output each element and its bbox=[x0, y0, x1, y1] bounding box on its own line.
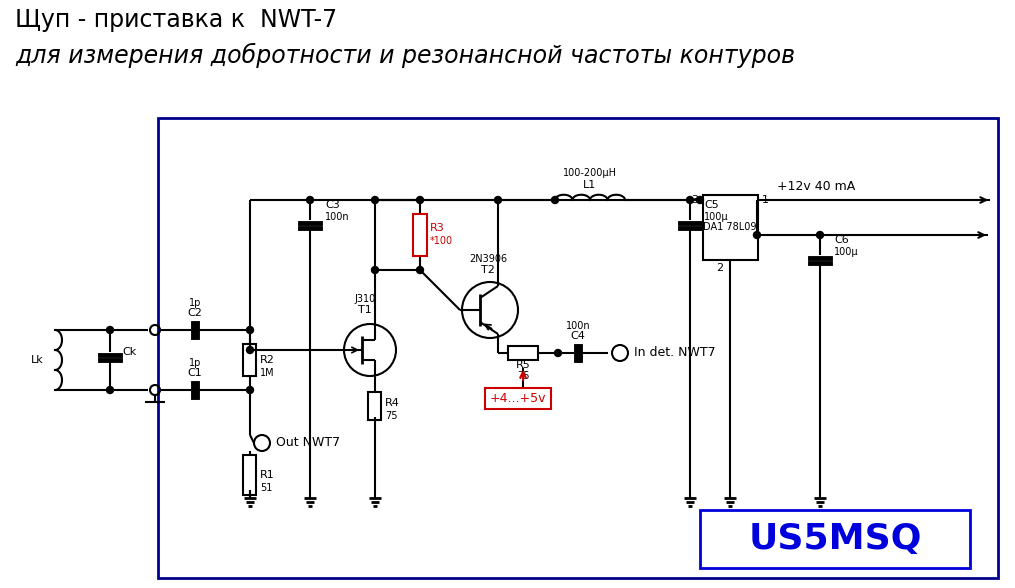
Bar bbox=[703, 195, 758, 260]
Circle shape bbox=[371, 196, 379, 203]
Circle shape bbox=[753, 232, 760, 239]
Text: Щуп - приставка к  NWT-7: Щуп - приставка к NWT-7 bbox=[15, 8, 337, 32]
Text: L1: L1 bbox=[584, 180, 597, 190]
Circle shape bbox=[554, 349, 561, 356]
Text: 2: 2 bbox=[717, 263, 724, 273]
Text: R4: R4 bbox=[385, 398, 400, 408]
Text: 100μ: 100μ bbox=[704, 212, 729, 222]
Bar bbox=[368, 392, 382, 420]
Circle shape bbox=[494, 196, 501, 203]
Text: R5: R5 bbox=[516, 360, 531, 370]
Text: T2: T2 bbox=[481, 265, 495, 275]
Circle shape bbox=[247, 386, 254, 393]
Text: Lk: Lk bbox=[30, 355, 44, 365]
Text: US5MSQ: US5MSQ bbox=[748, 522, 922, 556]
Text: 100n: 100n bbox=[325, 212, 349, 222]
Text: C3: C3 bbox=[325, 200, 340, 210]
Bar bbox=[158, 118, 998, 578]
Circle shape bbox=[307, 196, 314, 203]
Bar bbox=[244, 455, 257, 495]
Text: J310: J310 bbox=[354, 294, 376, 304]
Bar bbox=[700, 510, 970, 568]
Text: +12v 40 mA: +12v 40 mA bbox=[777, 179, 856, 192]
Circle shape bbox=[371, 266, 379, 273]
Text: 75: 75 bbox=[385, 411, 398, 421]
Text: R1: R1 bbox=[260, 470, 275, 480]
Circle shape bbox=[416, 196, 423, 203]
Text: +4...+5v: +4...+5v bbox=[490, 392, 546, 405]
Text: Out NWT7: Out NWT7 bbox=[276, 436, 340, 449]
Text: 75: 75 bbox=[517, 371, 529, 381]
Text: In det. NWT7: In det. NWT7 bbox=[634, 346, 716, 359]
Text: 51: 51 bbox=[260, 483, 272, 493]
Bar bbox=[508, 346, 538, 360]
Text: 1M: 1M bbox=[260, 368, 275, 378]
Text: *100: *100 bbox=[430, 236, 453, 246]
Text: R2: R2 bbox=[260, 355, 275, 365]
Bar bbox=[244, 344, 257, 376]
Text: 1p: 1p bbox=[189, 358, 201, 368]
Text: 100μ: 100μ bbox=[834, 247, 859, 257]
Text: C4: C4 bbox=[570, 331, 586, 341]
Circle shape bbox=[247, 326, 254, 333]
Circle shape bbox=[696, 196, 703, 203]
Text: T1: T1 bbox=[358, 305, 371, 315]
Text: 100-200μH: 100-200μH bbox=[563, 168, 617, 178]
Text: 2N3906: 2N3906 bbox=[469, 254, 508, 264]
Text: 100n: 100n bbox=[565, 321, 591, 331]
Text: 1: 1 bbox=[761, 195, 768, 205]
Text: 3: 3 bbox=[691, 195, 698, 205]
Text: C5: C5 bbox=[704, 200, 719, 210]
Text: Ck: Ck bbox=[123, 347, 137, 357]
Bar bbox=[413, 214, 427, 256]
Circle shape bbox=[107, 326, 114, 333]
Text: R3: R3 bbox=[430, 223, 445, 233]
Text: C6: C6 bbox=[834, 235, 849, 245]
Text: C1: C1 bbox=[188, 368, 202, 378]
Circle shape bbox=[551, 196, 558, 203]
Circle shape bbox=[416, 266, 423, 273]
Text: C2: C2 bbox=[188, 308, 202, 318]
Text: для измерения добротности и резонансной частоты контуров: для измерения добротности и резонансной … bbox=[15, 43, 795, 68]
Circle shape bbox=[247, 346, 254, 353]
Circle shape bbox=[107, 386, 114, 393]
Text: DA1 78L09: DA1 78L09 bbox=[703, 222, 757, 232]
Text: 1p: 1p bbox=[189, 298, 201, 308]
Circle shape bbox=[816, 232, 823, 239]
Circle shape bbox=[686, 196, 693, 203]
Bar bbox=[485, 388, 551, 409]
